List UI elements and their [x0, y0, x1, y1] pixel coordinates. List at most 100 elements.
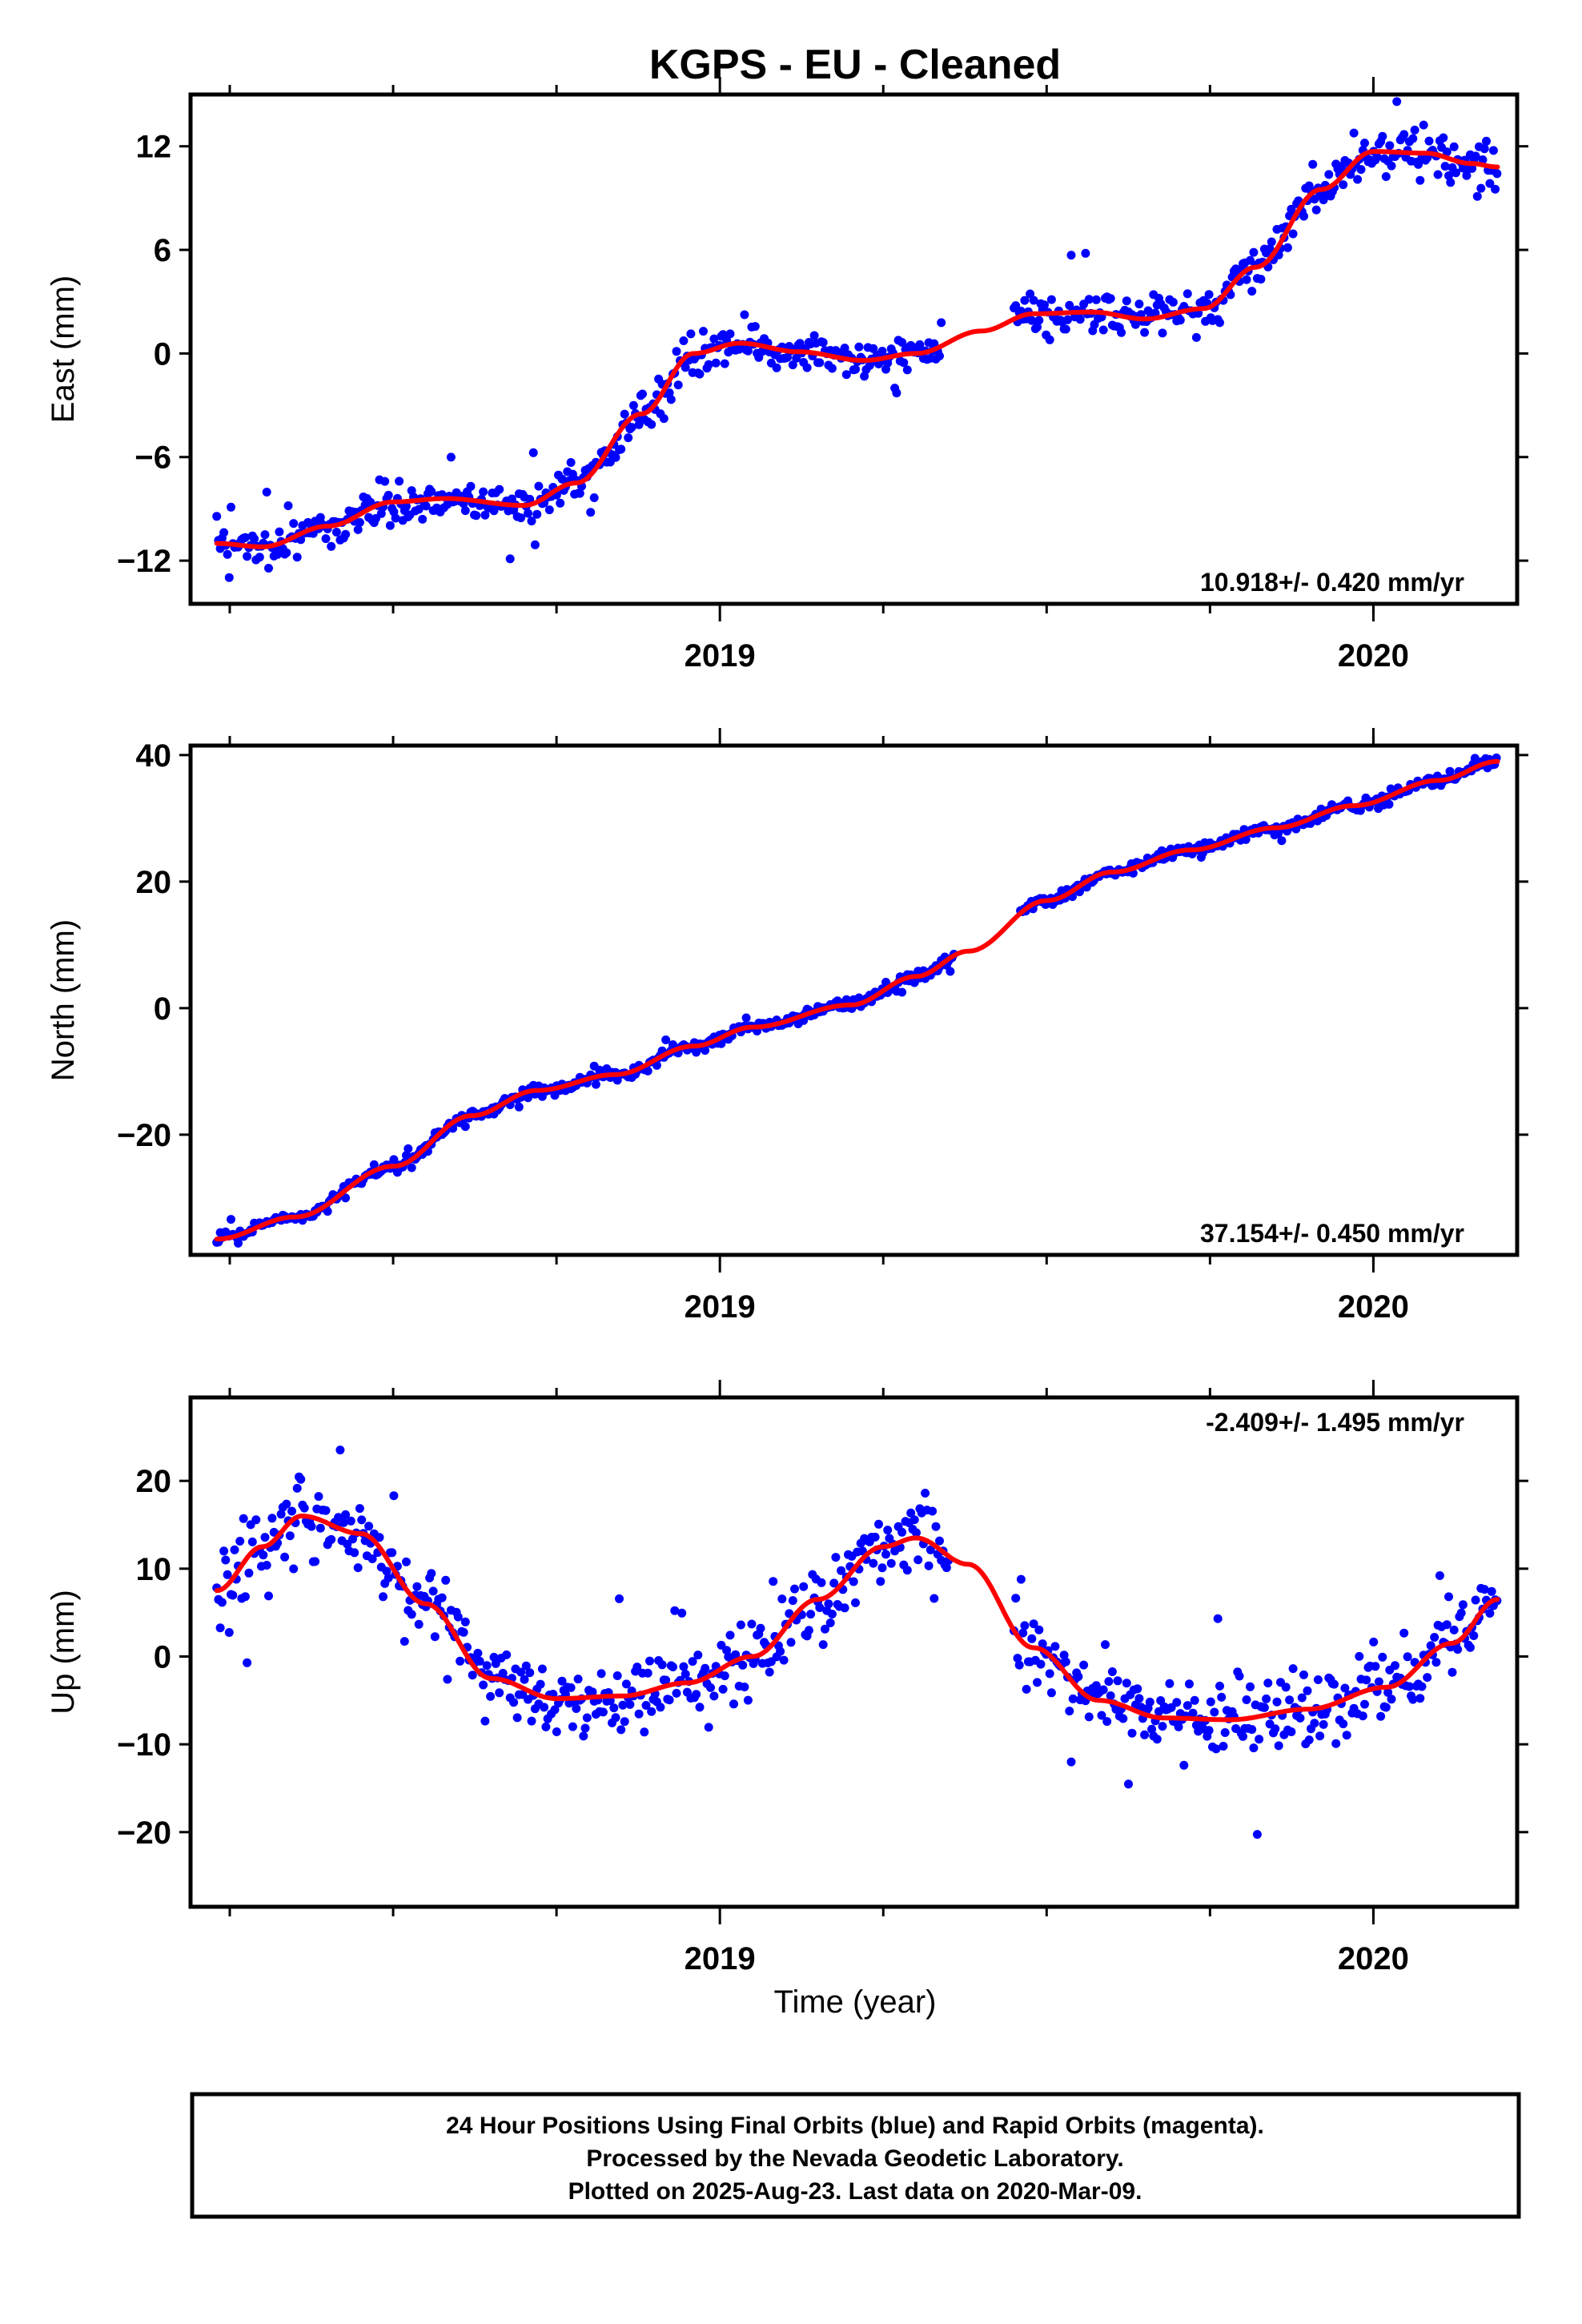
y-tick-label: 12: [136, 130, 172, 165]
data-point: [412, 1582, 422, 1591]
data-point: [851, 364, 860, 374]
data-point: [221, 1555, 231, 1565]
data-point: [824, 1599, 833, 1609]
data-point: [1134, 300, 1144, 309]
data-point: [1415, 1694, 1425, 1703]
data-point: [1271, 1724, 1280, 1734]
data-point: [741, 1013, 751, 1023]
data-point: [525, 1668, 535, 1678]
data-point: [219, 528, 229, 537]
data-point: [227, 1215, 235, 1224]
data-point: [1360, 1699, 1369, 1709]
data-point: [1075, 315, 1085, 324]
data-point: [239, 1514, 248, 1523]
data-point: [1387, 1695, 1396, 1704]
data-point: [883, 1526, 893, 1535]
data-point: [634, 420, 644, 429]
data-point: [647, 1707, 656, 1716]
data-point: [289, 519, 299, 529]
trend-line: [214, 758, 1500, 1242]
data-point: [615, 1594, 624, 1603]
y-tick-label: 0: [154, 336, 171, 372]
y-tick-label: 0: [154, 1639, 171, 1675]
data-point: [1140, 328, 1150, 337]
data-point: [502, 1650, 512, 1659]
x-tick-label: 2020: [1338, 1941, 1409, 1976]
data-point: [695, 1703, 705, 1712]
data-point: [841, 995, 851, 1004]
data-point: [402, 1557, 411, 1566]
data-point: [1033, 1678, 1042, 1687]
data-point: [621, 1679, 631, 1689]
data-point: [818, 338, 828, 348]
data-point: [647, 420, 656, 429]
data-point: [1423, 1673, 1432, 1683]
data-point: [743, 1695, 753, 1705]
data-point: [620, 409, 629, 419]
data-point: [634, 1709, 644, 1719]
data-point: [1145, 1697, 1154, 1707]
data-point: [638, 389, 647, 399]
data-point: [1152, 1735, 1162, 1744]
data-point: [479, 1680, 488, 1690]
data-point: [1288, 1664, 1298, 1674]
data-point: [327, 1534, 336, 1544]
data-point: [1339, 1719, 1348, 1729]
data-point: [1263, 1679, 1273, 1688]
data-point: [1446, 178, 1456, 187]
data-point: [521, 1661, 531, 1671]
data-point: [1011, 1594, 1021, 1603]
data-point: [1027, 316, 1037, 325]
data-point: [1487, 1586, 1496, 1596]
data-point: [1492, 169, 1502, 179]
data-point: [825, 1618, 835, 1627]
data-point: [1252, 1830, 1262, 1839]
data-point: [1435, 1571, 1444, 1580]
data-point: [1241, 834, 1251, 844]
data-point: [402, 501, 411, 511]
data-point: [468, 1671, 477, 1680]
data-point: [738, 1660, 748, 1670]
data-point: [1358, 1711, 1367, 1721]
plot-frame: [188, 1395, 1520, 1909]
data-point: [1442, 1620, 1452, 1630]
footer-box: 24 Hour Positions Using Final Orbits (bl…: [190, 2092, 1521, 2219]
data-point: [275, 527, 284, 537]
data-point: [926, 1545, 935, 1554]
y-tick-label: 6: [154, 233, 171, 268]
data-point: [1020, 1621, 1030, 1630]
x-tick-label: 2020: [1338, 638, 1409, 673]
data-point: [1133, 1684, 1142, 1694]
data-point: [665, 388, 674, 397]
data-point: [314, 1492, 323, 1502]
data-point: [806, 1610, 816, 1619]
data-point: [1444, 1592, 1453, 1602]
data-point: [591, 1080, 600, 1089]
data-point: [1084, 1712, 1094, 1722]
data-point: [1179, 1760, 1189, 1770]
data-point: [1444, 171, 1453, 180]
data-point: [620, 1717, 629, 1727]
data-point: [427, 487, 436, 497]
data-point: [289, 1564, 299, 1574]
data-point: [1029, 296, 1038, 305]
data-point: [321, 534, 331, 544]
data-point: [1045, 335, 1054, 344]
data-point: [841, 370, 851, 380]
data-point: [267, 1514, 277, 1523]
data-point: [341, 1510, 351, 1519]
y-tick-label: 0: [154, 991, 171, 1027]
data-point: [1046, 295, 1056, 304]
data-point: [670, 1606, 680, 1615]
data-point: [641, 1701, 651, 1710]
data-point: [1478, 155, 1488, 164]
data-point: [1165, 1679, 1174, 1688]
data-point: [516, 1667, 526, 1677]
data-point: [1134, 1694, 1144, 1703]
data-point: [1045, 1669, 1054, 1679]
data-point: [299, 1503, 309, 1513]
data-point: [1188, 1708, 1198, 1718]
data-point: [480, 1716, 490, 1726]
data-point: [1297, 1693, 1307, 1703]
data-point: [1150, 308, 1160, 318]
